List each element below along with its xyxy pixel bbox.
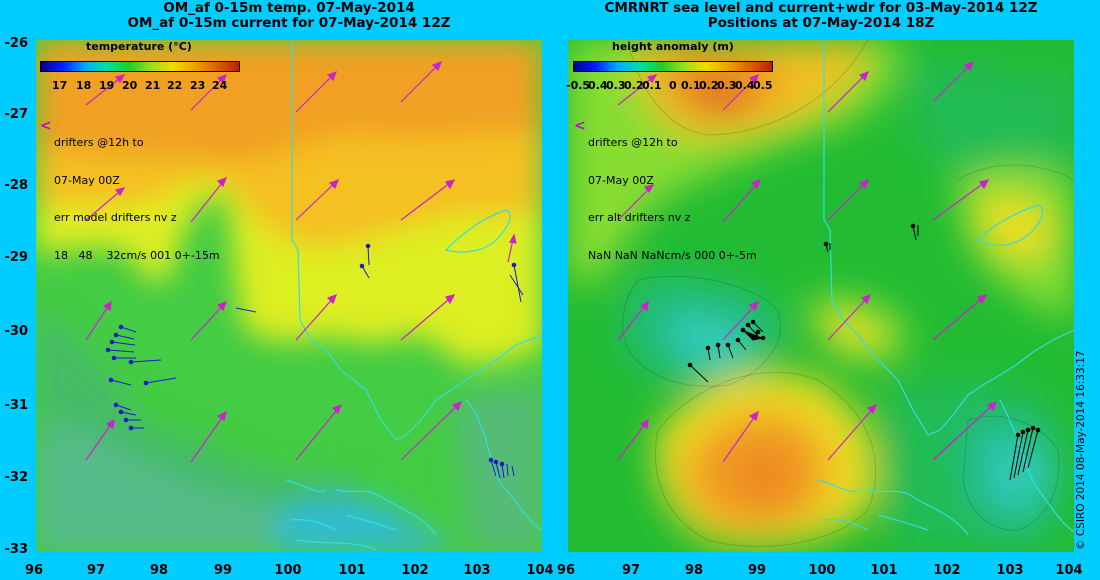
left-x-tick-2: 98: [149, 563, 169, 578]
right-current-vectors: [617, 60, 998, 463]
right-title: CMRNRT sea level and current+wdr for 03-…: [568, 1, 1074, 31]
right-info-line-1: 07-May 00Z: [588, 173, 654, 187]
y-tick-0: -26: [4, 36, 29, 51]
left-x-tick-7: 103: [463, 563, 491, 578]
right-x-tick-4: 100: [808, 563, 836, 578]
right-legend-tick-10: 0.5: [753, 79, 773, 92]
right-legend-tick-6: 0.1: [681, 79, 701, 92]
left-legend-tick-6: 23: [190, 79, 206, 92]
right-x-tick-7: 103: [996, 563, 1024, 578]
y-tick-7: -33: [4, 542, 29, 557]
left-map-svg: [36, 40, 542, 552]
right-colorbar: [573, 61, 773, 72]
left-legend-tick-1: 18: [76, 79, 92, 92]
left-info-line-1: 07-May 00Z: [54, 173, 120, 187]
y-tick-4: -30: [4, 324, 29, 339]
right-legend-tick-8: 0.3: [717, 79, 737, 92]
right-info-block: drifters @12h to 07-May 00Z err alt drif…: [588, 112, 757, 275]
left-x-tick-4: 100: [274, 563, 302, 578]
left-x-tick-0: 96: [24, 563, 44, 578]
right-info-line-2: err alt drifters nv z: [588, 211, 691, 224]
left-legend-tick-7: 24: [212, 79, 228, 92]
right-map-height-anomaly[interactable]: [568, 40, 1074, 552]
y-tick-5: -31: [4, 398, 29, 413]
right-x-tick-8: 104: [1055, 563, 1083, 578]
right-info-line-3: NaN NaN NaNcm/s 000 0+-5m: [588, 248, 757, 262]
left-info-block: drifters @12h to 07-May 00Z err model dr…: [54, 112, 220, 275]
right-title-line2: Positions at 07-May-2014 18Z: [707, 15, 935, 31]
right-x-tick-2: 98: [684, 563, 704, 578]
left-legend-tick-5: 22: [167, 79, 183, 92]
left-drifters: [105, 243, 524, 479]
right-x-tick-3: 99: [747, 563, 767, 578]
right-legend-tick-0: -0.5: [566, 79, 591, 92]
left-x-tick-6: 102: [401, 563, 429, 578]
left-legend-tick-4: 21: [145, 79, 161, 92]
left-info-line-2: err model drifters nv z: [54, 211, 177, 224]
right-legend-tick-7: 0.2: [699, 79, 719, 92]
left-map-temperature[interactable]: [36, 40, 542, 552]
right-legend-tick-9: 0.4: [735, 79, 755, 92]
y-tick-1: -27: [4, 107, 29, 122]
left-colorbar: [40, 61, 240, 72]
left-title-line1: OM_af 0-15m temp. 07-May-2014: [163, 0, 415, 16]
right-legend-tick-1: 0.4: [588, 79, 608, 92]
right-x-tick-0: 96: [556, 563, 576, 578]
left-x-tick-8: 104: [526, 563, 554, 578]
left-legend-title: temperature (°C): [86, 40, 192, 53]
left-scale-arrow: <: [40, 118, 52, 134]
right-contour-lines: [622, 40, 1074, 547]
y-tick-6: -32: [4, 470, 29, 485]
left-info-line-3: 18 48 32cm/s 001 0+-15m: [54, 248, 220, 262]
left-x-tick-3: 99: [213, 563, 233, 578]
left-legend-tick-0: 17: [52, 79, 68, 92]
right-x-tick-5: 101: [870, 563, 898, 578]
right-legend-tick-5: 0: [669, 79, 677, 92]
right-title-line1: CMRNRT sea level and current+wdr for 03-…: [604, 0, 1038, 16]
right-drifters: [687, 223, 1041, 481]
right-legend-tick-2: 0.3: [606, 79, 626, 92]
right-x-tick-1: 97: [621, 563, 641, 578]
right-legend-title: height anomaly (m): [612, 40, 734, 53]
right-legend-tick-4: 0.1: [642, 79, 662, 92]
left-legend-tick-3: 20: [122, 79, 138, 92]
right-legend-tick-3: 0.2: [624, 79, 644, 92]
right-map-svg: [568, 40, 1074, 552]
left-current-vectors: [85, 60, 517, 463]
left-x-tick-1: 97: [86, 563, 106, 578]
right-x-tick-6: 102: [933, 563, 961, 578]
right-coastline: [817, 40, 1074, 536]
y-tick-3: -29: [4, 250, 29, 265]
right-info-line-0: drifters @12h to: [588, 136, 678, 149]
left-info-line-0: drifters @12h to: [54, 136, 144, 149]
left-x-tick-5: 101: [338, 563, 366, 578]
y-tick-2: -28: [4, 178, 29, 193]
left-legend-tick-2: 19: [99, 79, 115, 92]
left-title: OM_af 0-15m temp. 07-May-2014 OM_af 0-15…: [36, 1, 542, 31]
copyright-credit: © CSIRO 2014 08-May-2014 16:33:17: [1075, 350, 1087, 550]
right-scale-arrow: <: [574, 118, 586, 134]
left-title-line2: OM_af 0-15m current for 07-May-2014 12Z: [127, 15, 451, 31]
